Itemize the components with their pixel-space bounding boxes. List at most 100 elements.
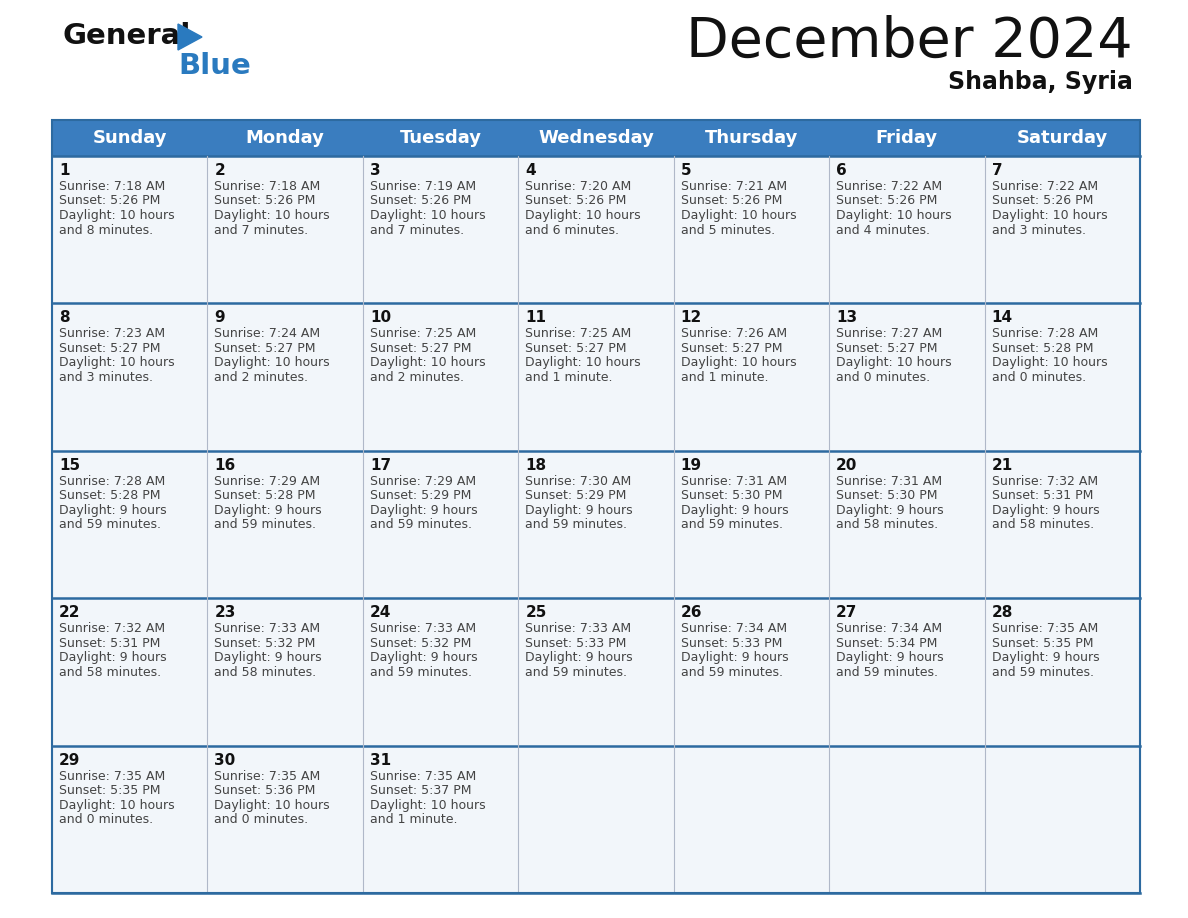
Text: Sunrise: 7:22 AM: Sunrise: 7:22 AM [992,180,1098,193]
Text: Sunset: 5:33 PM: Sunset: 5:33 PM [525,637,626,650]
Text: Sunrise: 7:35 AM: Sunrise: 7:35 AM [992,622,1098,635]
Text: Daylight: 9 hours: Daylight: 9 hours [369,651,478,665]
Text: 19: 19 [681,458,702,473]
Text: and 59 minutes.: and 59 minutes. [369,666,472,678]
Text: Sunset: 5:28 PM: Sunset: 5:28 PM [992,341,1093,355]
Text: and 58 minutes.: and 58 minutes. [836,519,939,532]
Text: Sunset: 5:28 PM: Sunset: 5:28 PM [59,489,160,502]
Text: 25: 25 [525,605,546,621]
Text: Sunset: 5:26 PM: Sunset: 5:26 PM [525,195,626,207]
Text: Daylight: 10 hours: Daylight: 10 hours [214,799,330,812]
Text: Sunset: 5:33 PM: Sunset: 5:33 PM [681,637,782,650]
Text: Sunrise: 7:32 AM: Sunrise: 7:32 AM [59,622,165,635]
Text: Sunset: 5:37 PM: Sunset: 5:37 PM [369,784,472,797]
Text: and 1 minute.: and 1 minute. [525,371,613,384]
Text: Sunrise: 7:19 AM: Sunrise: 7:19 AM [369,180,476,193]
Text: 22: 22 [59,605,81,621]
Text: 15: 15 [59,458,80,473]
Text: and 59 minutes.: and 59 minutes. [681,666,783,678]
Text: 3: 3 [369,163,380,178]
Text: Sunset: 5:28 PM: Sunset: 5:28 PM [214,489,316,502]
Text: Daylight: 9 hours: Daylight: 9 hours [681,504,789,517]
Text: Sunrise: 7:29 AM: Sunrise: 7:29 AM [214,475,321,487]
Text: Sunrise: 7:33 AM: Sunrise: 7:33 AM [369,622,476,635]
Text: and 2 minutes.: and 2 minutes. [369,371,463,384]
Text: and 2 minutes.: and 2 minutes. [214,371,309,384]
Text: Daylight: 10 hours: Daylight: 10 hours [214,356,330,369]
Text: Daylight: 10 hours: Daylight: 10 hours [59,209,175,222]
Text: Sunrise: 7:26 AM: Sunrise: 7:26 AM [681,328,786,341]
Text: and 4 minutes.: and 4 minutes. [836,223,930,237]
Text: Daylight: 9 hours: Daylight: 9 hours [525,504,633,517]
Text: and 1 minute.: and 1 minute. [369,813,457,826]
Text: Sunrise: 7:18 AM: Sunrise: 7:18 AM [214,180,321,193]
Text: Sunset: 5:35 PM: Sunset: 5:35 PM [992,637,1093,650]
Text: Daylight: 9 hours: Daylight: 9 hours [525,651,633,665]
Polygon shape [178,24,202,50]
Text: and 58 minutes.: and 58 minutes. [214,666,316,678]
Text: and 59 minutes.: and 59 minutes. [681,519,783,532]
Text: Daylight: 10 hours: Daylight: 10 hours [681,356,796,369]
Text: Sunrise: 7:18 AM: Sunrise: 7:18 AM [59,180,165,193]
Text: Sunrise: 7:31 AM: Sunrise: 7:31 AM [836,475,942,487]
Text: 20: 20 [836,458,858,473]
Text: Sunset: 5:31 PM: Sunset: 5:31 PM [992,489,1093,502]
Text: and 7 minutes.: and 7 minutes. [369,223,465,237]
Text: and 59 minutes.: and 59 minutes. [525,519,627,532]
Text: Daylight: 10 hours: Daylight: 10 hours [369,799,486,812]
Text: Monday: Monday [246,129,324,147]
Text: Tuesday: Tuesday [399,129,481,147]
Text: Sunset: 5:34 PM: Sunset: 5:34 PM [836,637,937,650]
Text: Sunrise: 7:27 AM: Sunrise: 7:27 AM [836,328,942,341]
Text: Sunset: 5:35 PM: Sunset: 5:35 PM [59,784,160,797]
Text: Sunrise: 7:25 AM: Sunrise: 7:25 AM [369,328,476,341]
Text: Sunset: 5:32 PM: Sunset: 5:32 PM [214,637,316,650]
Text: 13: 13 [836,310,858,325]
Text: and 3 minutes.: and 3 minutes. [59,371,153,384]
Text: Thursday: Thursday [704,129,798,147]
Text: Daylight: 10 hours: Daylight: 10 hours [525,356,640,369]
Text: Sunset: 5:36 PM: Sunset: 5:36 PM [214,784,316,797]
Text: 7: 7 [992,163,1003,178]
Text: Sunset: 5:26 PM: Sunset: 5:26 PM [836,195,937,207]
Text: and 8 minutes.: and 8 minutes. [59,223,153,237]
Bar [52,304,1140,451]
Text: 23: 23 [214,605,235,621]
Text: Daylight: 10 hours: Daylight: 10 hours [525,209,640,222]
Text: Sunset: 5:27 PM: Sunset: 5:27 PM [836,341,937,355]
Text: 4: 4 [525,163,536,178]
Text: Daylight: 10 hours: Daylight: 10 hours [992,209,1107,222]
Text: Sunrise: 7:20 AM: Sunrise: 7:20 AM [525,180,632,193]
Text: Sunset: 5:32 PM: Sunset: 5:32 PM [369,637,472,650]
Text: Sunset: 5:27 PM: Sunset: 5:27 PM [525,341,627,355]
Text: 17: 17 [369,458,391,473]
Text: Sunset: 5:30 PM: Sunset: 5:30 PM [681,489,782,502]
Text: Sunrise: 7:35 AM: Sunrise: 7:35 AM [369,769,476,783]
Text: 31: 31 [369,753,391,767]
Text: 2: 2 [214,163,226,178]
Text: 16: 16 [214,458,235,473]
Text: Daylight: 10 hours: Daylight: 10 hours [59,356,175,369]
Text: Wednesday: Wednesday [538,129,653,147]
Text: and 5 minutes.: and 5 minutes. [681,223,775,237]
Text: Shahba, Syria: Shahba, Syria [948,70,1133,94]
Text: Sunrise: 7:35 AM: Sunrise: 7:35 AM [214,769,321,783]
Text: and 0 minutes.: and 0 minutes. [992,371,1086,384]
Text: Sunset: 5:27 PM: Sunset: 5:27 PM [59,341,160,355]
Text: Daylight: 10 hours: Daylight: 10 hours [369,209,486,222]
Text: Daylight: 9 hours: Daylight: 9 hours [992,651,1099,665]
Bar [52,156,1140,304]
Text: 11: 11 [525,310,546,325]
Text: 29: 29 [59,753,81,767]
Text: 8: 8 [59,310,70,325]
Text: Daylight: 10 hours: Daylight: 10 hours [59,799,175,812]
Text: Sunset: 5:31 PM: Sunset: 5:31 PM [59,637,160,650]
Text: 18: 18 [525,458,546,473]
Text: Sunset: 5:27 PM: Sunset: 5:27 PM [214,341,316,355]
Text: 26: 26 [681,605,702,621]
Text: Daylight: 9 hours: Daylight: 9 hours [59,651,166,665]
Text: Sunrise: 7:32 AM: Sunrise: 7:32 AM [992,475,1098,487]
Text: Sunrise: 7:28 AM: Sunrise: 7:28 AM [992,328,1098,341]
Text: Sunrise: 7:22 AM: Sunrise: 7:22 AM [836,180,942,193]
Text: Daylight: 9 hours: Daylight: 9 hours [214,651,322,665]
